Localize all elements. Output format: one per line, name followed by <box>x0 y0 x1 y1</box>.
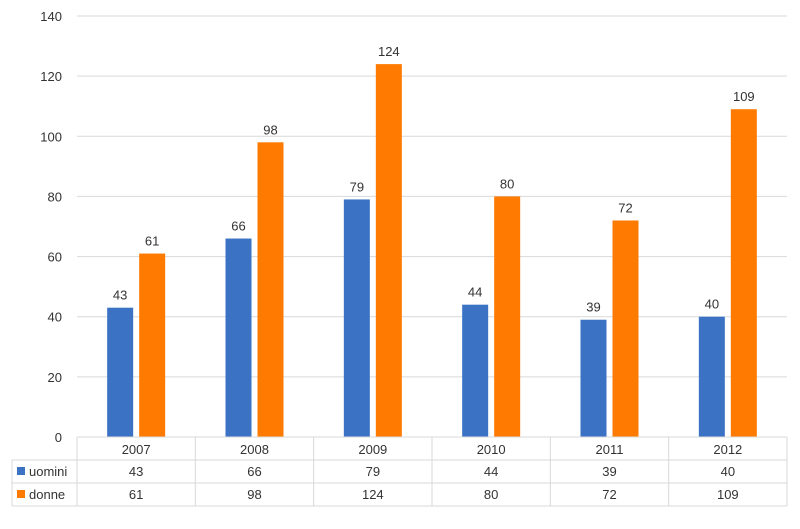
table-cell: 44 <box>484 464 498 479</box>
y-tick-label: 80 <box>48 189 62 204</box>
data-label: 124 <box>378 44 400 59</box>
bar-uomini-2008 <box>225 238 252 437</box>
legend-label: donne <box>29 487 65 502</box>
data-label: 40 <box>705 297 719 312</box>
table-cell: 40 <box>721 464 735 479</box>
data-label: 43 <box>113 288 127 303</box>
data-label: 80 <box>500 176 514 191</box>
data-label: 61 <box>145 234 159 249</box>
y-tick-label: 120 <box>40 69 62 84</box>
bar-uomini-2012 <box>698 316 725 437</box>
x-tick-label: 2011 <box>596 442 624 457</box>
table-cell: 124 <box>362 487 384 502</box>
y-tick-label: 20 <box>48 370 62 385</box>
data-table: 2007 2008 2009 2010 2011 2012 uomini 43 66 79 44 39… <box>11 436 788 507</box>
legend-key-donne <box>17 490 25 498</box>
table-cell: 79 <box>366 464 380 479</box>
table-cell: 61 <box>129 487 143 502</box>
bar-donne-2009 <box>375 64 402 437</box>
bar-uomini-2011 <box>580 319 607 437</box>
table-cell: 109 <box>717 487 739 502</box>
bar-uomini-2010 <box>462 304 489 437</box>
table-cell: 39 <box>602 464 616 479</box>
bar-uomini-2009 <box>343 199 370 437</box>
gridlines <box>77 15 787 438</box>
x-tick-label: 2007 <box>122 442 151 457</box>
data-label: 44 <box>468 285 482 300</box>
table-cell: 43 <box>129 464 143 479</box>
data-label: 72 <box>618 200 632 215</box>
x-tick-label: 2009 <box>358 442 387 457</box>
x-tick-label: 2012 <box>713 442 742 457</box>
y-tick-label: 40 <box>48 310 62 325</box>
bars <box>107 64 757 438</box>
bar-donne-2012 <box>730 109 757 437</box>
bar-donne-2011 <box>612 220 639 437</box>
y-axis-ticks: 0 20 40 60 80 100 120 140 <box>40 9 62 445</box>
data-label: 66 <box>231 219 245 234</box>
data-label: 39 <box>586 300 600 315</box>
legend-label: uomini <box>29 464 67 479</box>
table-cell: 72 <box>602 487 616 502</box>
table-cell: 98 <box>247 487 261 502</box>
bar-donne-2010 <box>494 196 521 437</box>
data-label: 79 <box>350 179 364 194</box>
table-cell: 80 <box>484 487 498 502</box>
y-tick-label: 60 <box>48 250 62 265</box>
bar-donne-2007 <box>139 253 166 437</box>
legend-key-uomini <box>17 467 25 475</box>
data-label: 98 <box>263 122 277 137</box>
bar-uomini-2007 <box>107 307 134 437</box>
data-labels: 43 61 66 98 79 124 44 80 39 72 40 109 <box>113 44 755 315</box>
table-cell: 66 <box>247 464 261 479</box>
x-tick-label: 2008 <box>240 442 269 457</box>
y-tick-label: 140 <box>40 9 62 24</box>
y-tick-label: 100 <box>40 129 62 144</box>
bar-donne-2008 <box>257 142 284 438</box>
data-label: 109 <box>733 89 755 104</box>
y-tick-label: 0 <box>55 430 62 445</box>
x-tick-label: 2010 <box>477 442 506 457</box>
